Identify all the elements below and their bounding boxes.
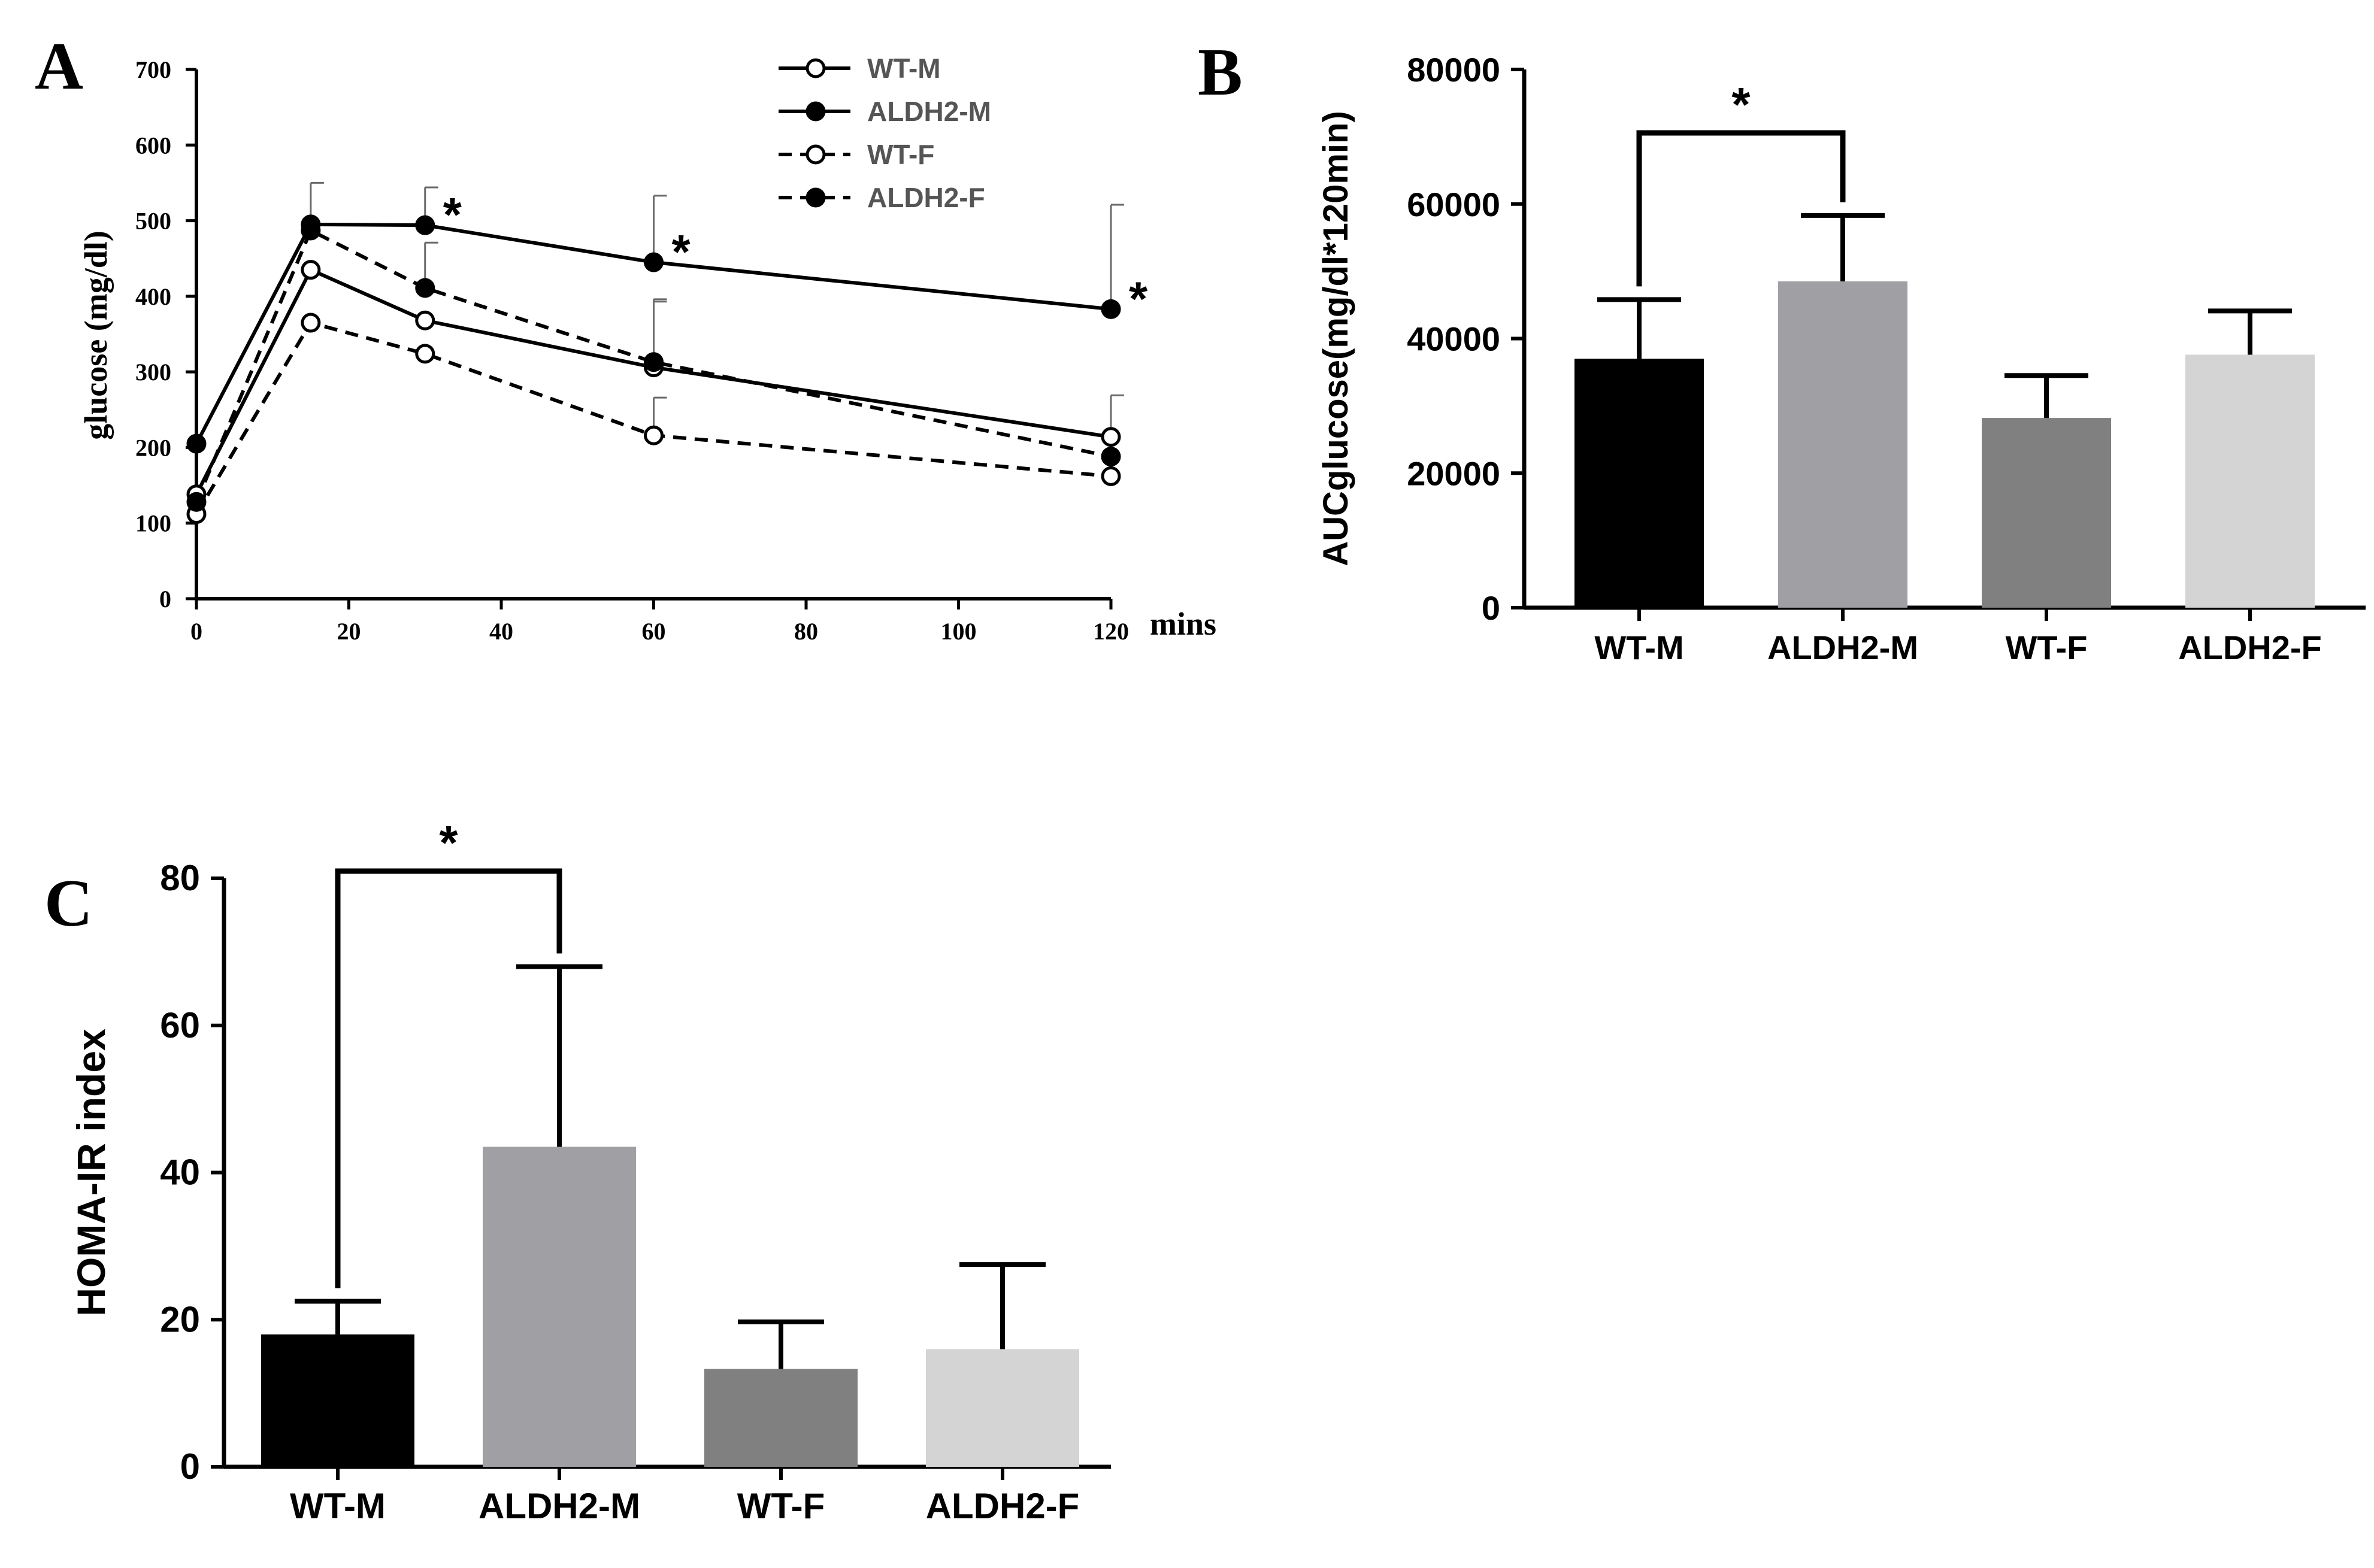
y-tick-label: 40000 bbox=[1407, 320, 1500, 358]
data-point-wt-m bbox=[1101, 427, 1121, 447]
x-tick-label: 20 bbox=[337, 618, 361, 645]
x-tick-label: 120 bbox=[1093, 618, 1129, 645]
bar-chart-homa-ir: 0 20 40 60 80 HOMA-IR index WT-M ALDH2-M WT-F ALD… bbox=[69, 816, 1111, 1526]
significance-asterisk: * bbox=[1731, 78, 1751, 131]
bar-aldh2-f bbox=[926, 1349, 1079, 1467]
y-tick-label: 600 bbox=[135, 132, 171, 159]
significance-bracket bbox=[1636, 130, 1846, 287]
legend-marker bbox=[806, 101, 826, 122]
x-tick-label: ALDH2-M bbox=[1767, 629, 1918, 666]
y-axis-label: glucose (mg/dl) bbox=[78, 231, 114, 439]
bar-aldh2-m bbox=[1778, 281, 1907, 608]
x-tick-label: 40 bbox=[489, 618, 513, 645]
data-point-aldh2-f bbox=[415, 278, 435, 298]
y-tick-label: 80000 bbox=[1407, 51, 1500, 89]
bar-wt-f bbox=[704, 1369, 858, 1467]
bar-wt-m bbox=[261, 1334, 414, 1467]
data-point-aldh2-f bbox=[186, 492, 207, 512]
data-point-aldh2-m bbox=[644, 252, 664, 272]
x-tick-label: 100 bbox=[941, 618, 977, 645]
y-tick-label: 60 bbox=[160, 1005, 200, 1045]
legend-label: ALDH2-M bbox=[867, 96, 991, 127]
data-point-wt-f bbox=[415, 344, 435, 364]
bar-aldh2-m bbox=[483, 1147, 636, 1467]
x-tick-label: 80 bbox=[794, 618, 818, 645]
legend-marker bbox=[806, 58, 826, 78]
series-line-wt-f bbox=[195, 320, 1112, 515]
y-tick-label: 0 bbox=[180, 1446, 200, 1487]
significance-asterisk: * bbox=[672, 225, 691, 278]
significance-bracket bbox=[335, 868, 562, 1288]
y-tick-label: 60000 bbox=[1407, 186, 1500, 223]
y-axis-label: AUCglucose(mg/dl*120min) bbox=[1316, 111, 1355, 566]
bar-chart-auc-glucose: 0 20000 40000 60000 80000 AUCglucose(mg/dl*12… bbox=[1316, 51, 2366, 666]
legend-marker bbox=[806, 187, 826, 208]
y-tick-label: 20 bbox=[160, 1299, 200, 1339]
bar-aldh2-f bbox=[2185, 354, 2315, 608]
x-tick-label: ALDH2-F bbox=[2178, 629, 2322, 666]
data-point-aldh2-f bbox=[644, 352, 664, 372]
y-tick-label: 0 bbox=[159, 586, 171, 612]
data-point-wt-m bbox=[415, 310, 435, 330]
data-point-wt-f bbox=[301, 313, 321, 333]
data-point-aldh2-f bbox=[301, 220, 321, 241]
x-tick-label: ALDH2-F bbox=[926, 1486, 1080, 1526]
data-point-wt-f bbox=[1101, 466, 1121, 486]
y-tick-label: 700 bbox=[135, 56, 171, 83]
y-tick-label: 40 bbox=[160, 1153, 200, 1193]
data-point-aldh2-m bbox=[1101, 299, 1121, 319]
x-tick-label: WT-F bbox=[2006, 629, 2088, 666]
y-tick-label: 0 bbox=[1482, 589, 1500, 627]
x-tick-label: 60 bbox=[642, 618, 666, 645]
line-chart-glucose-tolerance: 0 100 200 300 400 500 600 700 0 20 40 60 80 100 120 min… bbox=[78, 53, 1216, 645]
data-point-aldh2-m bbox=[415, 215, 435, 235]
y-tick-label: 80 bbox=[160, 858, 200, 898]
data-point-aldh2-m bbox=[186, 433, 207, 454]
panel-label-c: C bbox=[44, 866, 93, 941]
x-axis-label: mins bbox=[1150, 606, 1216, 642]
x-tick-label: WT-M bbox=[290, 1486, 386, 1526]
significance-asterisk: * bbox=[443, 188, 462, 241]
y-tick-label: 100 bbox=[135, 510, 171, 537]
significance-asterisk: * bbox=[439, 816, 458, 869]
y-tick-label: 20000 bbox=[1407, 454, 1500, 492]
y-tick-label: 200 bbox=[135, 434, 171, 461]
x-tick-label: WT-M bbox=[1594, 629, 1683, 666]
y-tick-label: 500 bbox=[135, 208, 171, 235]
y-axis-label: HOMA-IR index bbox=[69, 1029, 113, 1317]
legend-marker bbox=[806, 144, 826, 165]
y-tick-label: 300 bbox=[135, 359, 171, 386]
legend-label: WT-M bbox=[867, 53, 941, 84]
x-tick-label: ALDH2-M bbox=[479, 1486, 640, 1526]
panel-label-b: B bbox=[1198, 35, 1243, 110]
bar-wt-f bbox=[1982, 418, 2111, 608]
y-tick-label: 400 bbox=[135, 283, 171, 310]
significance-asterisk: * bbox=[1129, 272, 1148, 325]
bar-wt-m bbox=[1574, 359, 1704, 608]
data-point-wt-m bbox=[301, 260, 321, 280]
legend-label: WT-F bbox=[867, 139, 934, 170]
x-tick-label: WT-F bbox=[737, 1486, 825, 1526]
panel-label-a: A bbox=[35, 29, 83, 104]
legend-label: ALDH2-F bbox=[867, 182, 985, 213]
x-tick-label: 0 bbox=[190, 618, 202, 645]
data-point-wt-f bbox=[644, 425, 664, 445]
data-point-aldh2-f bbox=[1101, 447, 1121, 467]
